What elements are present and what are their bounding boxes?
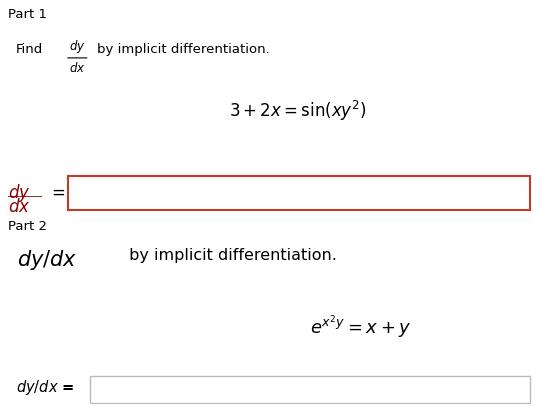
Text: $dy$: $dy$ <box>8 182 30 204</box>
Text: Part 1: Part 1 <box>8 8 47 21</box>
Text: $e^{x^2 y} = x + y$: $e^{x^2 y} = x + y$ <box>310 313 412 341</box>
Text: by implicit differentiation.: by implicit differentiation. <box>97 44 269 57</box>
Text: $dx$: $dx$ <box>68 61 85 75</box>
FancyBboxPatch shape <box>90 376 530 403</box>
Text: $3 + 2x = \sin(xy^2)$: $3 + 2x = \sin(xy^2)$ <box>229 98 367 123</box>
Text: $dy/dx$ =: $dy/dx$ = <box>16 378 74 397</box>
Text: Find: Find <box>16 44 43 57</box>
Text: Part 2: Part 2 <box>8 220 47 233</box>
Text: by implicit differentiation.: by implicit differentiation. <box>124 248 337 263</box>
Text: $=$: $=$ <box>48 183 65 201</box>
Text: $dy/dx$: $dy/dx$ <box>17 248 78 272</box>
Text: $dx$: $dx$ <box>8 198 30 216</box>
Text: $dy$: $dy$ <box>68 37 85 55</box>
